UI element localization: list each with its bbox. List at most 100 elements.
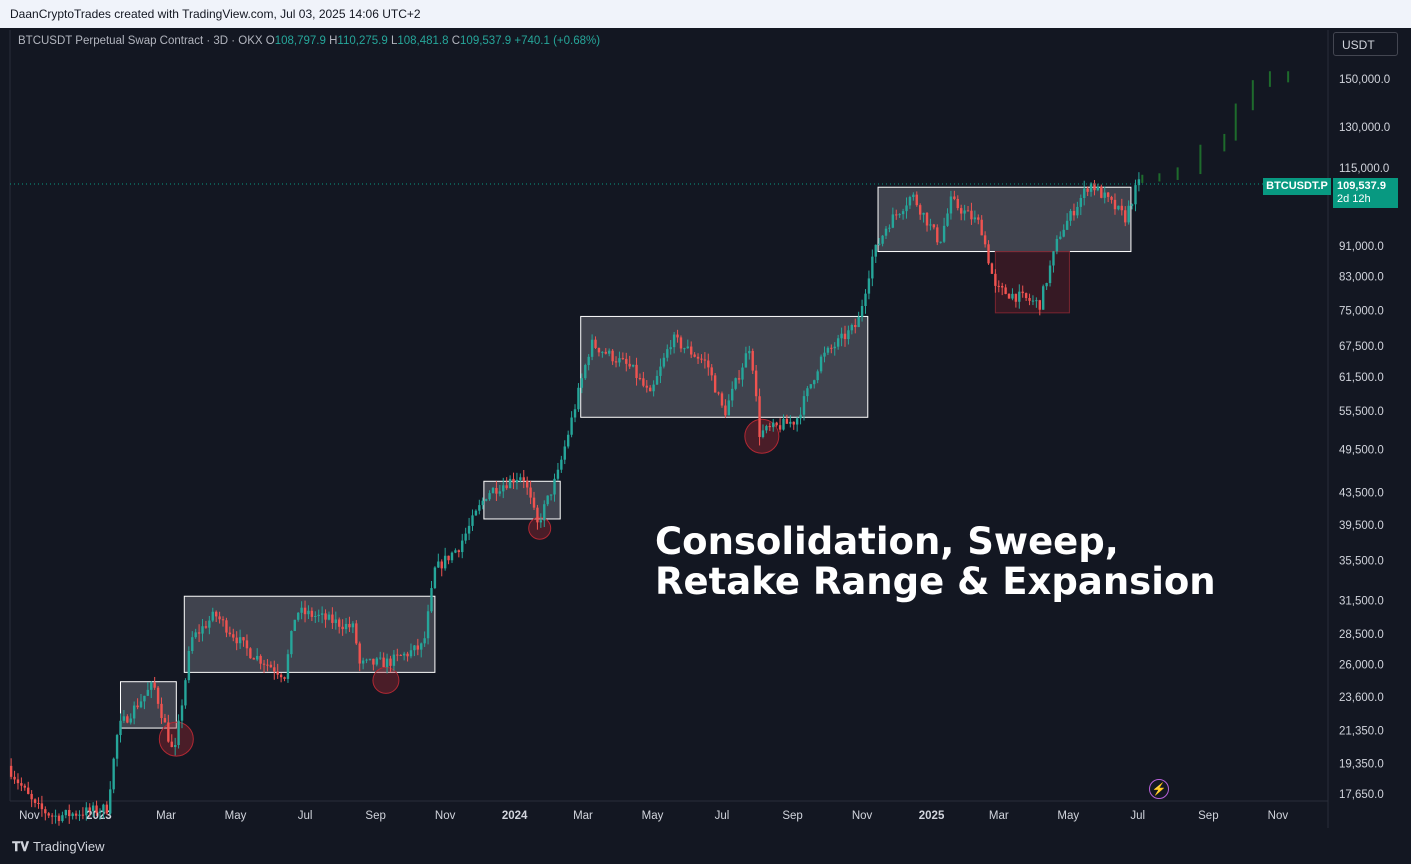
candle-body <box>297 612 300 620</box>
candle-body <box>522 477 525 481</box>
candle-body <box>464 533 467 541</box>
candle-body <box>816 371 819 381</box>
candle-body <box>676 334 679 338</box>
attribution-text: DaanCryptoTrades created with TradingVie… <box>10 7 421 21</box>
candle-body <box>211 611 214 621</box>
candle-body <box>929 224 932 226</box>
candle-body <box>1004 287 1007 294</box>
candle-body <box>857 316 860 328</box>
candle-body <box>423 638 426 644</box>
candle-body <box>690 346 693 355</box>
candle-body <box>666 349 669 358</box>
candle-body <box>197 632 201 634</box>
candle-body <box>625 358 628 364</box>
candle-body <box>286 654 290 679</box>
candle-body <box>279 674 283 678</box>
candle-body <box>115 735 119 759</box>
open-value: 108,797.9 <box>274 35 326 47</box>
candle-body <box>973 217 977 220</box>
candle-body <box>659 366 662 376</box>
candle-body <box>146 689 150 696</box>
candle-body <box>813 380 816 385</box>
candle-body <box>81 814 85 816</box>
candle-body <box>208 620 211 628</box>
candle-body <box>1065 220 1069 230</box>
candle-body <box>888 227 891 229</box>
price-tick-label: 61,500.0 <box>1339 372 1384 384</box>
time-tick-label: Mar <box>573 810 593 822</box>
candle-body <box>959 208 963 214</box>
candle-body <box>539 520 543 523</box>
liquidity-sweep-circle <box>158 721 194 757</box>
candle-body <box>1024 293 1028 298</box>
time-tick-label: Mar <box>156 810 176 822</box>
candle-body <box>276 671 279 675</box>
time-tick-label: 2024 <box>502 810 528 822</box>
candle-body <box>915 194 918 206</box>
candle-body <box>867 278 871 294</box>
candle-body <box>1076 206 1079 216</box>
candle-body <box>645 385 648 388</box>
candle-body <box>570 417 573 435</box>
candle-body <box>953 196 956 199</box>
candle-body <box>734 378 737 389</box>
low-label: L <box>390 35 398 47</box>
candle-body <box>908 197 912 206</box>
candle-body <box>382 657 385 668</box>
candle-body <box>201 626 204 634</box>
candle-body <box>1038 300 1041 310</box>
candle-body <box>105 804 109 814</box>
candle-body <box>355 623 358 644</box>
candle-body <box>997 285 1000 287</box>
candle-body <box>577 387 580 410</box>
candle-body <box>20 783 23 786</box>
candle-body <box>136 705 139 708</box>
candle-body <box>710 367 713 376</box>
candle-body <box>597 347 601 353</box>
candle-body <box>590 339 594 357</box>
candle-body <box>936 227 939 243</box>
bar-countdown: 2d 12h <box>1337 193 1371 205</box>
candle-body <box>792 421 795 425</box>
candle-body <box>143 695 146 702</box>
annotation-line-2: Retake Range & Expansion <box>655 560 1216 603</box>
candle-body <box>334 619 337 623</box>
candle-body <box>724 405 727 416</box>
candle-body <box>877 243 881 245</box>
candle-body <box>512 478 515 483</box>
candle-body <box>737 378 741 380</box>
candle-body <box>1069 210 1072 221</box>
candle-body <box>932 224 936 228</box>
candle-body <box>180 705 184 721</box>
currency-button[interactable]: USDT <box>1333 32 1398 56</box>
lightning-icon[interactable]: ⚡ <box>1149 779 1169 799</box>
candle-body <box>68 810 71 817</box>
time-tick-label: Sep <box>1198 810 1218 822</box>
candle-body <box>922 212 925 215</box>
price-tick-label: 67,500.0 <box>1339 341 1384 353</box>
candle-body <box>843 333 847 340</box>
price-tick-label: 35,500.0 <box>1339 556 1384 568</box>
candle-body <box>54 815 57 817</box>
candle-body <box>556 469 560 479</box>
candle-body <box>693 354 696 357</box>
candle-body <box>553 478 556 495</box>
candle-body <box>348 623 351 628</box>
candle-body <box>819 356 823 372</box>
candle-body <box>1007 293 1011 299</box>
candle-body <box>1137 179 1141 186</box>
candle-body <box>874 244 877 257</box>
price-tick-label: 83,000.0 <box>1339 272 1384 284</box>
candle-body <box>744 353 748 368</box>
candle-body <box>686 346 689 349</box>
time-tick-label: Jul <box>715 810 730 822</box>
candle-body <box>775 422 778 426</box>
close-value: 109,537.9 <box>460 35 512 47</box>
candle-body <box>502 485 505 492</box>
candle-body <box>696 356 700 359</box>
candle-body <box>95 805 98 813</box>
time-tick-label: Nov <box>19 810 40 822</box>
candle-body <box>748 350 751 354</box>
candle-body <box>963 210 966 214</box>
